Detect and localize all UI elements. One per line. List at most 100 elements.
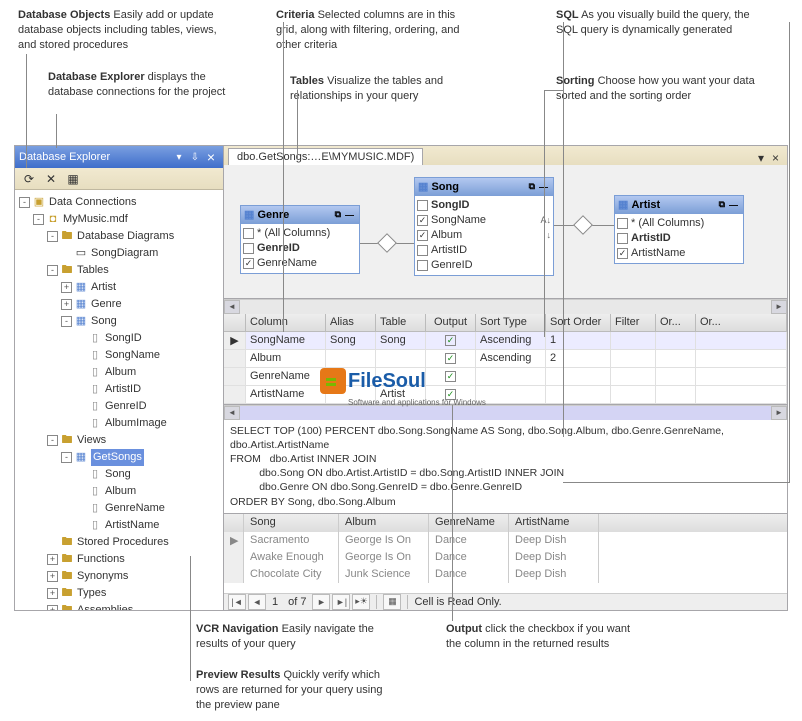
- restore-icon[interactable]: ⧉: [527, 181, 537, 192]
- table-column-row[interactable]: Album↓: [417, 228, 551, 243]
- criteria-header[interactable]: Filter: [611, 314, 656, 331]
- table-box-artist[interactable]: ▦ Artist⧉— * (All Columns)ArtistIDArtistN…: [614, 195, 744, 264]
- nav-first-icon[interactable]: |◄: [228, 594, 246, 610]
- table-column-row[interactable]: ArtistID: [417, 243, 551, 258]
- nav-run-icon[interactable]: ▦: [383, 594, 401, 610]
- refresh-icon[interactable]: ⟳: [19, 170, 39, 188]
- tree-column[interactable]: ▯ArtistID: [88, 381, 141, 398]
- tab-close-icon[interactable]: ×: [768, 151, 783, 165]
- table-column-row[interactable]: SongID: [417, 198, 551, 213]
- output-checkbox[interactable]: [445, 335, 456, 346]
- results-header[interactable]: Album: [339, 514, 429, 532]
- checkbox-icon[interactable]: [617, 218, 628, 229]
- criteria-header[interactable]: Output: [426, 314, 476, 331]
- pin-icon[interactable]: [187, 152, 203, 163]
- criteria-header[interactable]: Table: [376, 314, 426, 331]
- table-column-row[interactable]: * (All Columns): [617, 216, 741, 231]
- tree-column[interactable]: ▯Album: [88, 364, 136, 381]
- results-header[interactable]: Song: [244, 514, 339, 532]
- table-column-row[interactable]: GenreName: [243, 256, 357, 271]
- table-column-row[interactable]: GenreID: [417, 258, 551, 273]
- restore-icon[interactable]: ⧉: [333, 209, 343, 220]
- table-column-row[interactable]: GenreID: [243, 241, 357, 256]
- table-box-header[interactable]: ▦ Genre⧉—: [241, 206, 359, 224]
- minimize-icon[interactable]: —: [727, 200, 740, 210]
- callout-tables: Tables Visualize the tables and relation…: [290, 74, 490, 104]
- table-column-row[interactable]: ArtistID: [617, 231, 741, 246]
- tree-column[interactable]: ▯GenreID: [88, 398, 147, 415]
- tree-column[interactable]: ▯ArtistName: [88, 517, 159, 534]
- criteria-header[interactable]: Sort Order: [546, 314, 611, 331]
- results-navigator[interactable]: |◄ ◄ 1 of 7 ► ►| ▸☀ ▦ Cell is Read Only.: [224, 593, 787, 610]
- checkbox-icon[interactable]: [417, 215, 428, 226]
- criteria-scroll[interactable]: ◄►: [224, 405, 787, 420]
- criteria-header[interactable]: Sort Type: [476, 314, 546, 331]
- expand-toggle[interactable]: -: [19, 197, 30, 208]
- tree-column[interactable]: ▯GenreName: [88, 500, 165, 517]
- results-grid[interactable]: SongAlbumGenreNameArtistName ▶ Sacrament…: [224, 514, 787, 593]
- criteria-header[interactable]: Or...: [696, 314, 787, 331]
- checkbox-icon[interactable]: [417, 230, 428, 241]
- stop-icon[interactable]: ✕: [41, 170, 61, 188]
- dropdown-icon[interactable]: [171, 152, 187, 163]
- table-column-row[interactable]: ArtistName: [617, 246, 741, 261]
- table-column-row[interactable]: SongNameA↓: [417, 213, 551, 228]
- checkbox-icon[interactable]: [617, 233, 628, 244]
- diagram-pane[interactable]: ▦ Genre⧉—* (All Columns)GenreIDGenreName…: [224, 165, 787, 299]
- checkbox-icon[interactable]: [417, 200, 428, 211]
- checkbox-icon[interactable]: [243, 243, 254, 254]
- criteria-row[interactable]: Album Ascending2: [224, 350, 787, 368]
- table-icon: ▦: [74, 315, 88, 329]
- sql-pane[interactable]: SELECT TOP (100) PERCENT dbo.Song.SongNa…: [224, 420, 787, 514]
- table-box-song[interactable]: ▦ Song⧉— SongIDSongNameA↓Album↓ArtistIDGe…: [414, 177, 554, 276]
- tree-folder[interactable]: 🖿Synonyms: [60, 568, 128, 585]
- criteria-header[interactable]: Or...: [656, 314, 696, 331]
- results-header[interactable]: ArtistName: [509, 514, 599, 532]
- nav-new-icon[interactable]: ▸☀: [352, 594, 370, 610]
- criteria-row[interactable]: ▶ SongNameSongSong Ascending1: [224, 332, 787, 350]
- results-header[interactable]: GenreName: [429, 514, 509, 532]
- column-icon: ▯: [88, 400, 102, 414]
- db-icon[interactable]: ▦: [63, 170, 83, 188]
- tree-column[interactable]: ▯SongID: [88, 330, 142, 347]
- checkbox-icon[interactable]: [617, 248, 628, 259]
- checkbox-icon[interactable]: [417, 260, 428, 271]
- criteria-header[interactable]: Alias: [326, 314, 376, 331]
- results-row[interactable]: Chocolate CityJunk Science DanceDeep Dis…: [224, 566, 787, 583]
- nav-next-icon[interactable]: ►: [312, 594, 330, 610]
- criteria-header[interactable]: Column: [246, 314, 326, 331]
- tab-getsongs[interactable]: dbo.GetSongs:…E\MYMUSIC.MDF): [228, 148, 423, 165]
- restore-icon[interactable]: ⧉: [717, 199, 727, 210]
- criteria-grid[interactable]: ColumnAliasTableOutputSort TypeSort Orde…: [224, 314, 787, 405]
- tab-dropdown-icon[interactable]: ▾: [754, 151, 768, 165]
- selected-view[interactable]: GetSongs: [91, 449, 144, 466]
- minimize-icon[interactable]: —: [343, 210, 356, 220]
- table-column-row[interactable]: * (All Columns): [243, 226, 357, 241]
- nav-last-icon[interactable]: ►|: [332, 594, 350, 610]
- tree-folder[interactable]: 🖿Stored Procedures: [60, 534, 169, 551]
- nav-position: 1: [268, 596, 282, 608]
- results-row[interactable]: ▶ SacramentoGeorge Is On DanceDeep Dish: [224, 532, 787, 549]
- tree-column[interactable]: ▯Song: [88, 466, 131, 483]
- criteria-row[interactable]: GenreName: [224, 368, 787, 386]
- tree-column[interactable]: ▯SongName: [88, 347, 160, 364]
- table-box-header[interactable]: ▦ Artist⧉—: [615, 196, 743, 214]
- checkbox-icon[interactable]: [417, 245, 428, 256]
- table-box-header[interactable]: ▦ Song⧉—: [415, 178, 553, 196]
- tree-column[interactable]: ▯Album: [88, 483, 136, 500]
- tree-folder[interactable]: 🖿Assemblies: [60, 602, 133, 610]
- tree-folder[interactable]: 🖿Types: [60, 585, 106, 602]
- nav-prev-icon[interactable]: ◄: [248, 594, 266, 610]
- tree-folder[interactable]: 🖿Functions: [60, 551, 125, 568]
- checkbox-icon[interactable]: [243, 258, 254, 269]
- tree-column[interactable]: ▯AlbumImage: [88, 415, 167, 432]
- results-row[interactable]: Awake EnoughGeorge Is On DanceDeep Dish: [224, 549, 787, 566]
- checkbox-icon[interactable]: [243, 228, 254, 239]
- diagram-scroll[interactable]: ◄►: [224, 299, 787, 314]
- output-checkbox[interactable]: [445, 353, 456, 364]
- criteria-row[interactable]: ArtistNameArtist: [224, 386, 787, 404]
- folder-icon: ▣: [32, 196, 46, 210]
- table-box-genre[interactable]: ▦ Genre⧉— * (All Columns)GenreIDGenreName: [240, 205, 360, 274]
- close-icon[interactable]: [203, 149, 219, 165]
- database-explorer-title-bar[interactable]: Database Explorer: [15, 146, 223, 168]
